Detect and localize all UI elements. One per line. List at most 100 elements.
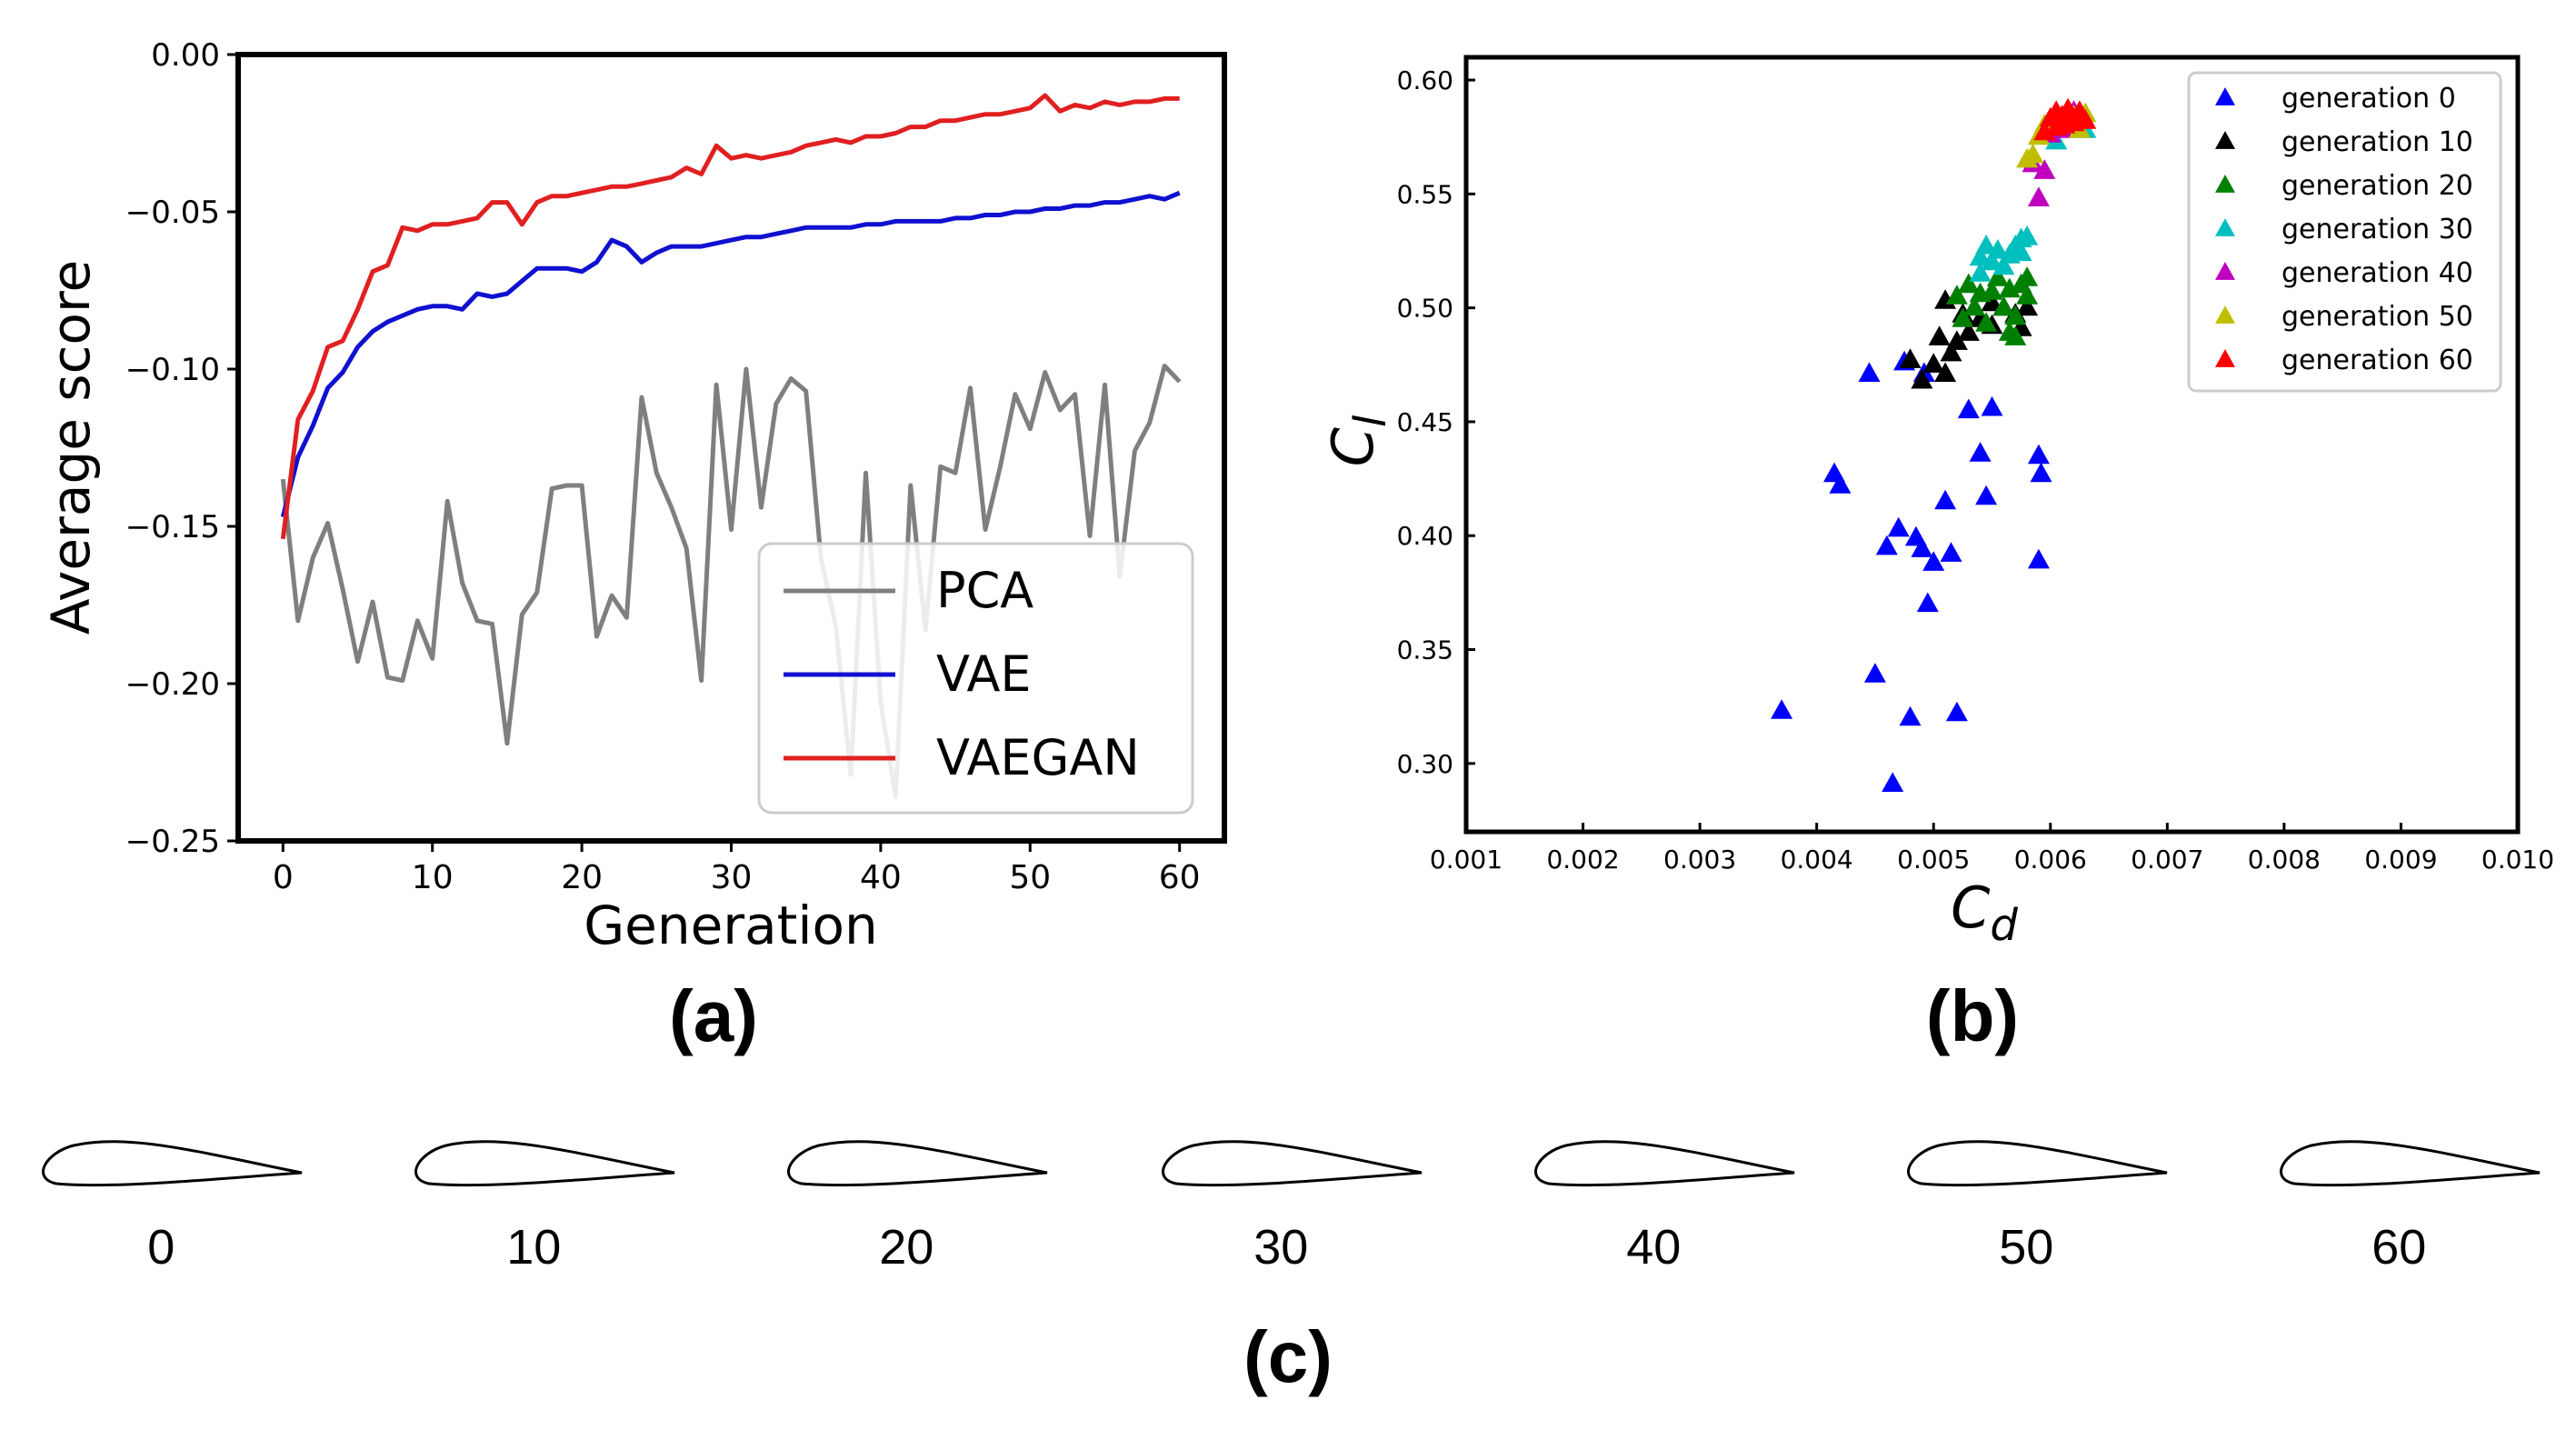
airfoil-50: 50 — [1907, 1140, 2168, 1275]
legend-marker — [2215, 87, 2235, 105]
scatter-point — [1969, 245, 1992, 266]
legend-label: generation 50 — [2281, 301, 2473, 333]
scatter-point — [1952, 307, 1974, 327]
scatter-point — [1963, 295, 1986, 316]
airfoil-40: 40 — [1534, 1140, 1795, 1275]
scatter-point — [1928, 325, 1951, 345]
legend-label: generation 0 — [2281, 83, 2456, 115]
x-tick-label: 0.001 — [1430, 845, 1503, 875]
scatter-point — [2010, 241, 2032, 262]
scatter-point — [1945, 330, 1968, 350]
scatter-point — [1998, 321, 2021, 341]
scatter-point — [1945, 285, 1968, 305]
y-tick-label: −0.25 — [125, 824, 220, 860]
legend-label: generation 30 — [2281, 214, 2473, 245]
legend-entry: generation 50 — [2215, 301, 2473, 333]
scatter-point — [1981, 395, 2003, 416]
legend-label: generation 40 — [2281, 257, 2473, 289]
y-axis-ticks: 0.00 −0.05 −0.10 −0.15 −0.20 −0.25 — [125, 37, 238, 860]
y-axis-label-subscript: l — [1345, 415, 1396, 427]
legend-label: PCA — [936, 562, 1033, 619]
y-tick-label: −0.15 — [125, 509, 220, 545]
x-tick-label: 30 — [711, 859, 753, 896]
x-tick-label: 50 — [1009, 859, 1051, 896]
y-tick-label: 0.40 — [1397, 521, 1453, 551]
legend: generation 0 generation 10 generation 20 ge… — [2187, 71, 2502, 393]
y-tick-label: 0.35 — [1397, 635, 1453, 665]
x-tick-label: 0.005 — [1897, 845, 1970, 875]
scatter-point — [1957, 398, 1980, 419]
legend-entry-vae: VAE — [784, 645, 1032, 703]
airfoil-generation-label: 20 — [879, 1220, 934, 1275]
x-axis-label-main: C — [1951, 875, 1991, 941]
scatter-point — [1934, 489, 1957, 510]
legend-entries: generation 0 generation 10 generation 20 ge… — [2215, 83, 2473, 376]
series-line-pca — [280, 364, 1182, 800]
scatter-point — [1957, 321, 1980, 341]
x-axis-ticks: 0 10 20 30 40 50 60 — [273, 841, 1201, 896]
airfoil-shape — [1162, 1140, 1423, 1187]
scatter-point — [1981, 291, 2003, 312]
y-axis-label: Average score — [40, 260, 102, 635]
y-axis-label: Cl — [1320, 415, 1396, 466]
airfoil-20: 20 — [787, 1140, 1048, 1275]
legend-entry: generation 0 — [2215, 83, 2456, 115]
legend-entry-vaegan: VAEGAN — [784, 729, 1140, 786]
airfoil-generation-label: 30 — [1253, 1220, 1308, 1275]
airfoil-generation-label: 50 — [1999, 1220, 2053, 1275]
legend-label: generation 10 — [2281, 126, 2473, 158]
scatter-point — [1986, 266, 2009, 286]
legend-entry-pca: PCA — [784, 562, 1033, 619]
scatter-point — [1975, 485, 1998, 505]
scatter-chart: 0.001 0.002 0.003 0.004 0.005 0.006 0.007 0.008… — [1320, 55, 2554, 951]
legend-marker — [2215, 131, 2235, 149]
legend-label: VAE — [936, 645, 1032, 703]
airfoil-generation-label: 0 — [147, 1220, 175, 1275]
scatter-point — [1882, 772, 1904, 792]
x-tick-label: 0.007 — [2131, 845, 2203, 875]
scatter-point — [1922, 551, 1945, 571]
scatter-point — [1992, 295, 2015, 316]
scatter-point — [1771, 699, 1793, 719]
scatter-point — [2016, 225, 2039, 245]
series-generation-0 — [1771, 350, 2052, 792]
y-tick-label: −0.05 — [125, 195, 220, 231]
airfoil-shape — [2280, 1140, 2541, 1187]
series-generation-60 — [2033, 97, 2097, 141]
x-tick-label: 0.004 — [1781, 845, 1853, 875]
airfoil-30: 30 — [1162, 1140, 1423, 1275]
scatter-point — [1957, 273, 1980, 294]
legend-entry: generation 30 — [2215, 214, 2473, 245]
legend-entry: generation 10 — [2215, 126, 2473, 158]
airfoil-row: 0 10 20 30 40 50 60 — [42, 1140, 2541, 1275]
series-line-vaegan — [280, 93, 1180, 540]
x-tick-label: 0.008 — [2248, 845, 2321, 875]
series-line-vae — [280, 190, 1181, 518]
x-tick-label: 0.010 — [2481, 845, 2554, 875]
points-layer — [1771, 97, 2097, 792]
legend-label: generation 60 — [2281, 345, 2473, 376]
scatter-point — [1945, 701, 1968, 722]
y-tick-label: 0.60 — [1397, 65, 1453, 95]
x-axis-label: Cd — [1951, 875, 2018, 951]
legend-label: generation 20 — [2281, 170, 2473, 202]
scatter-point — [2004, 305, 2027, 325]
scatter-point — [1969, 262, 1992, 282]
scatter-point — [1981, 280, 2003, 300]
scatter-point — [1863, 663, 1886, 683]
y-tick-label: 0.45 — [1397, 407, 1453, 437]
scatter-point — [2030, 462, 2052, 483]
airfoil-shape — [1534, 1140, 1795, 1187]
scatter-point — [2074, 109, 2097, 129]
x-tick-label: 20 — [561, 859, 603, 896]
legend-box — [757, 542, 1194, 815]
scatter-point — [1922, 353, 1945, 373]
x-tick-label: 10 — [412, 859, 454, 896]
legend: PCA VAE VAEGAN — [757, 542, 1194, 815]
y-axis-label-main: C — [1320, 426, 1386, 466]
scatter-point — [1858, 362, 1881, 382]
plot-frame — [1463, 55, 2521, 835]
panel-label-a: (a) — [669, 975, 758, 1056]
